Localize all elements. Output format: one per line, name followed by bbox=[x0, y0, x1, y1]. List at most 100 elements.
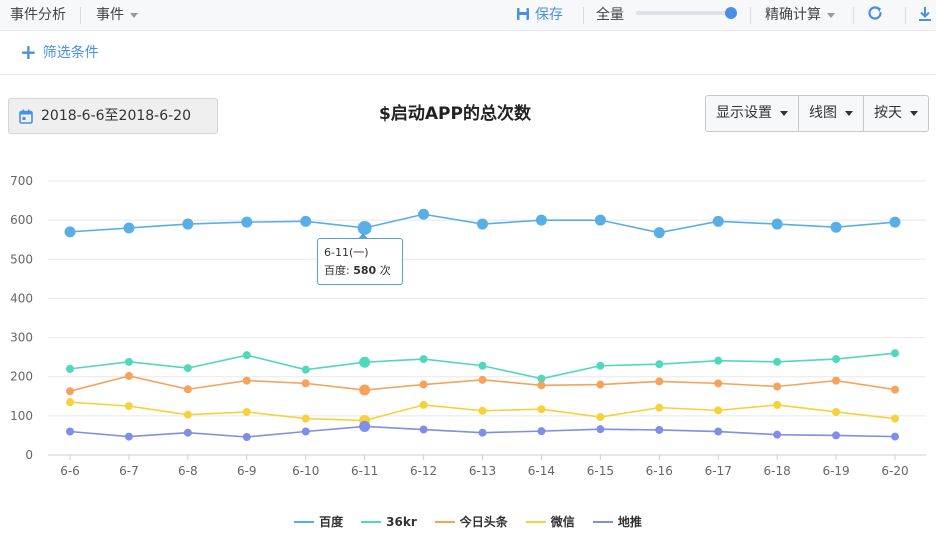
data-point[interactable] bbox=[124, 432, 133, 441]
plus-icon: + bbox=[20, 40, 37, 64]
data-point[interactable] bbox=[596, 361, 605, 370]
data-point[interactable] bbox=[477, 218, 488, 230]
download-button[interactable] bbox=[918, 0, 932, 31]
display-settings-dropdown[interactable]: 显示设置 bbox=[706, 96, 799, 131]
data-point[interactable] bbox=[419, 400, 428, 409]
toolbar-divider bbox=[583, 7, 584, 24]
precise-calc-dropdown[interactable]: 精确计算 bbox=[765, 0, 835, 31]
legend-label: 36kr bbox=[386, 514, 417, 529]
data-point[interactable] bbox=[183, 410, 192, 419]
data-point[interactable] bbox=[832, 355, 841, 364]
data-point[interactable] bbox=[655, 403, 664, 412]
data-point[interactable] bbox=[183, 428, 192, 437]
data-point[interactable] bbox=[66, 398, 74, 407]
legend-item[interactable]: 百度 bbox=[294, 513, 343, 530]
data-point[interactable] bbox=[891, 349, 899, 358]
save-button[interactable]: 保存 bbox=[516, 0, 563, 31]
data-point[interactable] bbox=[596, 413, 605, 422]
data-point[interactable] bbox=[66, 387, 74, 396]
data-point[interactable] bbox=[655, 360, 664, 369]
x-tick-label: 6-15 bbox=[587, 464, 614, 478]
data-point[interactable] bbox=[596, 380, 605, 389]
data-point[interactable] bbox=[301, 427, 310, 436]
legend-item[interactable]: 微信 bbox=[525, 513, 575, 530]
data-point[interactable] bbox=[537, 374, 546, 383]
data-point[interactable] bbox=[359, 384, 371, 396]
data-point[interactable] bbox=[773, 357, 782, 366]
data-point[interactable] bbox=[357, 220, 372, 235]
x-tick-label: 6-16 bbox=[646, 464, 673, 478]
data-point[interactable] bbox=[714, 379, 723, 388]
data-point[interactable] bbox=[124, 402, 133, 411]
data-point[interactable] bbox=[889, 216, 901, 228]
data-point[interactable] bbox=[124, 371, 133, 380]
data-point[interactable] bbox=[594, 214, 606, 226]
event-dropdown[interactable]: 事件 bbox=[96, 0, 138, 31]
data-point[interactable] bbox=[419, 425, 428, 434]
chevron-down-icon bbox=[845, 110, 853, 116]
data-point[interactable] bbox=[596, 425, 605, 434]
data-point[interactable] bbox=[183, 364, 192, 373]
data-point[interactable] bbox=[66, 427, 74, 436]
sampling-slider-handle[interactable] bbox=[725, 7, 737, 19]
data-point[interactable] bbox=[830, 221, 842, 233]
data-point[interactable] bbox=[301, 379, 310, 388]
line-chart[interactable]: 0 100 200 300 400 500 600 700 6-6 6-7 6-8 6-9 6-10 6-… bbox=[0, 160, 936, 490]
data-point[interactable] bbox=[832, 431, 841, 440]
data-point[interactable] bbox=[183, 385, 192, 394]
chart-type-dropdown[interactable]: 线图 bbox=[799, 96, 864, 131]
granularity-dropdown[interactable]: 按天 bbox=[864, 96, 928, 131]
data-point[interactable] bbox=[714, 406, 723, 415]
data-point[interactable] bbox=[242, 432, 251, 441]
data-point[interactable] bbox=[182, 218, 194, 230]
data-point[interactable] bbox=[478, 361, 487, 370]
data-point[interactable] bbox=[653, 227, 665, 239]
data-point[interactable] bbox=[773, 430, 782, 439]
data-point[interactable] bbox=[418, 208, 430, 220]
data-point[interactable] bbox=[301, 365, 310, 374]
data-point[interactable] bbox=[300, 215, 312, 227]
data-point[interactable] bbox=[359, 356, 371, 368]
data-point[interactable] bbox=[66, 364, 74, 373]
data-point[interactable] bbox=[891, 385, 899, 394]
data-point[interactable] bbox=[712, 215, 724, 227]
data-point[interactable] bbox=[123, 222, 135, 234]
data-point[interactable] bbox=[359, 420, 371, 432]
chart-type-label: 线图 bbox=[809, 105, 837, 121]
data-point[interactable] bbox=[419, 380, 428, 389]
data-point[interactable] bbox=[478, 428, 487, 437]
sampling-slider-track[interactable] bbox=[636, 11, 734, 15]
data-point[interactable] bbox=[714, 356, 723, 365]
data-point[interactable] bbox=[891, 414, 899, 423]
date-range-picker[interactable]: 2018-6-6至2018-6-20 bbox=[8, 98, 218, 134]
data-point[interactable] bbox=[301, 414, 310, 423]
data-point[interactable] bbox=[124, 357, 133, 366]
data-point[interactable] bbox=[714, 427, 723, 436]
refresh-button[interactable] bbox=[866, 0, 884, 31]
data-point[interactable] bbox=[537, 427, 546, 436]
data-point[interactable] bbox=[655, 425, 664, 434]
data-point[interactable] bbox=[478, 406, 487, 415]
chart-legend: 百度 36kr 今日头条 微信 地推 bbox=[0, 513, 936, 530]
data-point[interactable] bbox=[242, 407, 251, 416]
add-filter-button[interactable]: + 筛选条件 bbox=[20, 41, 99, 63]
data-point[interactable] bbox=[537, 405, 546, 414]
data-point[interactable] bbox=[64, 226, 76, 238]
data-point[interactable] bbox=[771, 218, 783, 230]
data-point[interactable] bbox=[419, 355, 428, 364]
data-point[interactable] bbox=[537, 381, 546, 390]
data-point[interactable] bbox=[242, 351, 251, 360]
data-point[interactable] bbox=[655, 377, 664, 386]
data-point[interactable] bbox=[832, 407, 841, 416]
data-point[interactable] bbox=[241, 216, 253, 228]
legend-item[interactable]: 地推 bbox=[592, 513, 642, 530]
data-point[interactable] bbox=[891, 432, 899, 441]
legend-item[interactable]: 36kr bbox=[361, 513, 417, 530]
data-point[interactable] bbox=[832, 376, 841, 385]
data-point[interactable] bbox=[773, 400, 782, 409]
data-point[interactable] bbox=[535, 214, 547, 226]
data-point[interactable] bbox=[773, 382, 782, 391]
data-point[interactable] bbox=[242, 376, 251, 385]
data-point[interactable] bbox=[478, 375, 487, 384]
legend-item[interactable]: 今日头条 bbox=[434, 513, 508, 530]
